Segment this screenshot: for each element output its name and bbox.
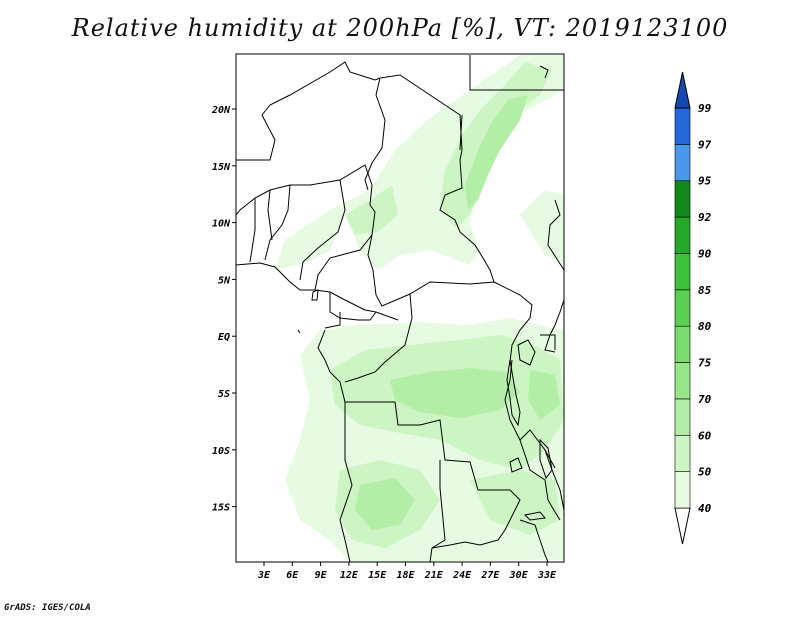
colorbar-segment [674,289,691,327]
lon-label: 18E [396,570,415,581]
lat-label: 10N [212,219,231,230]
colorbar-label: 97 [698,138,712,151]
lon-label: 3E [257,570,271,581]
colorbar-label: 60 [698,429,712,442]
lon-label: 6E [286,570,299,581]
humidity-band-mid [345,185,398,235]
map-title: Relative humidity at 200hPa [%], VT: 201… [71,14,729,42]
humidity-band-high [465,95,528,210]
longitude-axis: 3E 6E 9E 12E 15E 18E 21E 24E 27E 30E 33E [257,562,557,581]
colorbar-label: 70 [698,393,712,406]
colorbar: 40 50 60 70 75 80 85 90 92 95 97 99 [674,71,712,545]
humidity-band-high [355,478,415,530]
colorbar-label: 90 [698,247,712,260]
colorbar-label: 85 [698,284,712,297]
colorbar-segment [674,216,691,254]
colorbar-label: 40 [698,502,712,515]
humidity-band-high [528,370,560,420]
colorbar-segment [674,253,691,291]
credit-text: GrADS: IGES/COLA [4,603,91,613]
lat-label: 15N [212,162,231,173]
humidity-shading [275,55,564,562]
colorbar-under-triangle [674,507,691,545]
lat-label: 20N [211,105,231,116]
colorbar-segment [674,398,691,436]
lat-label: 5N [218,275,231,286]
lon-label: 12E [340,570,359,581]
lon-label: 24E [452,570,472,581]
lat-label: 5S [218,389,230,400]
plot-frame [235,53,565,563]
colorbar-label: 92 [698,211,712,224]
lon-label: 21E [424,570,444,581]
colorbar-label: 95 [698,175,712,188]
colorbar-segment [674,144,691,182]
colorbar-segment [674,471,691,509]
country-borders [236,55,564,562]
lon-label: 9E [315,570,328,581]
colorbar-label: 75 [698,357,712,370]
lon-label: 30E [509,570,529,581]
lat-label: EQ [218,332,230,343]
lon-label: 27E [480,570,500,581]
colorbar-label: 99 [698,102,712,115]
lat-label: 10S [212,446,230,457]
colorbar-segment [674,434,691,472]
humidity-band-high [390,368,520,418]
colorbar-segment [674,325,691,363]
lat-label: 15S [212,503,230,514]
colorbar-over-triangle [674,71,691,109]
colorbar-segment [674,180,691,218]
lon-label: 15E [368,570,387,581]
colorbar-label: 80 [698,320,712,333]
colorbar-label: 50 [698,466,712,479]
lon-label: 33E [537,570,557,581]
colorbar-segment [674,107,691,145]
colorbar-segment [674,362,691,400]
latitude-axis: 20N 15N 10N 5N EQ 5S 10S 15S [211,105,236,514]
humidity-band-low [520,190,564,262]
